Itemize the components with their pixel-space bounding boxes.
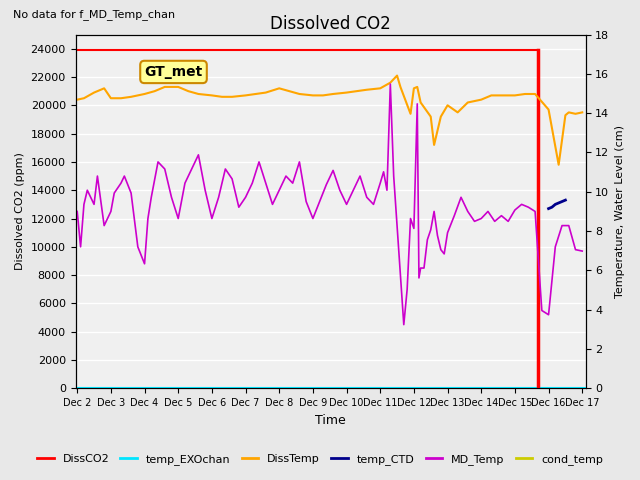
Text: GT_met: GT_met	[145, 65, 203, 79]
Y-axis label: Dissolved CO2 (ppm): Dissolved CO2 (ppm)	[15, 153, 25, 270]
Title: Dissolved CO2: Dissolved CO2	[270, 15, 391, 33]
Legend: DissCO2, temp_EXOchan, DissTemp, temp_CTD, MD_Temp, cond_temp: DissCO2, temp_EXOchan, DissTemp, temp_CT…	[33, 450, 607, 469]
Text: No data for f_MD_Temp_chan: No data for f_MD_Temp_chan	[13, 9, 175, 20]
X-axis label: Time: Time	[315, 414, 346, 427]
Y-axis label: Temperature, Water Level (cm): Temperature, Water Level (cm)	[615, 125, 625, 298]
